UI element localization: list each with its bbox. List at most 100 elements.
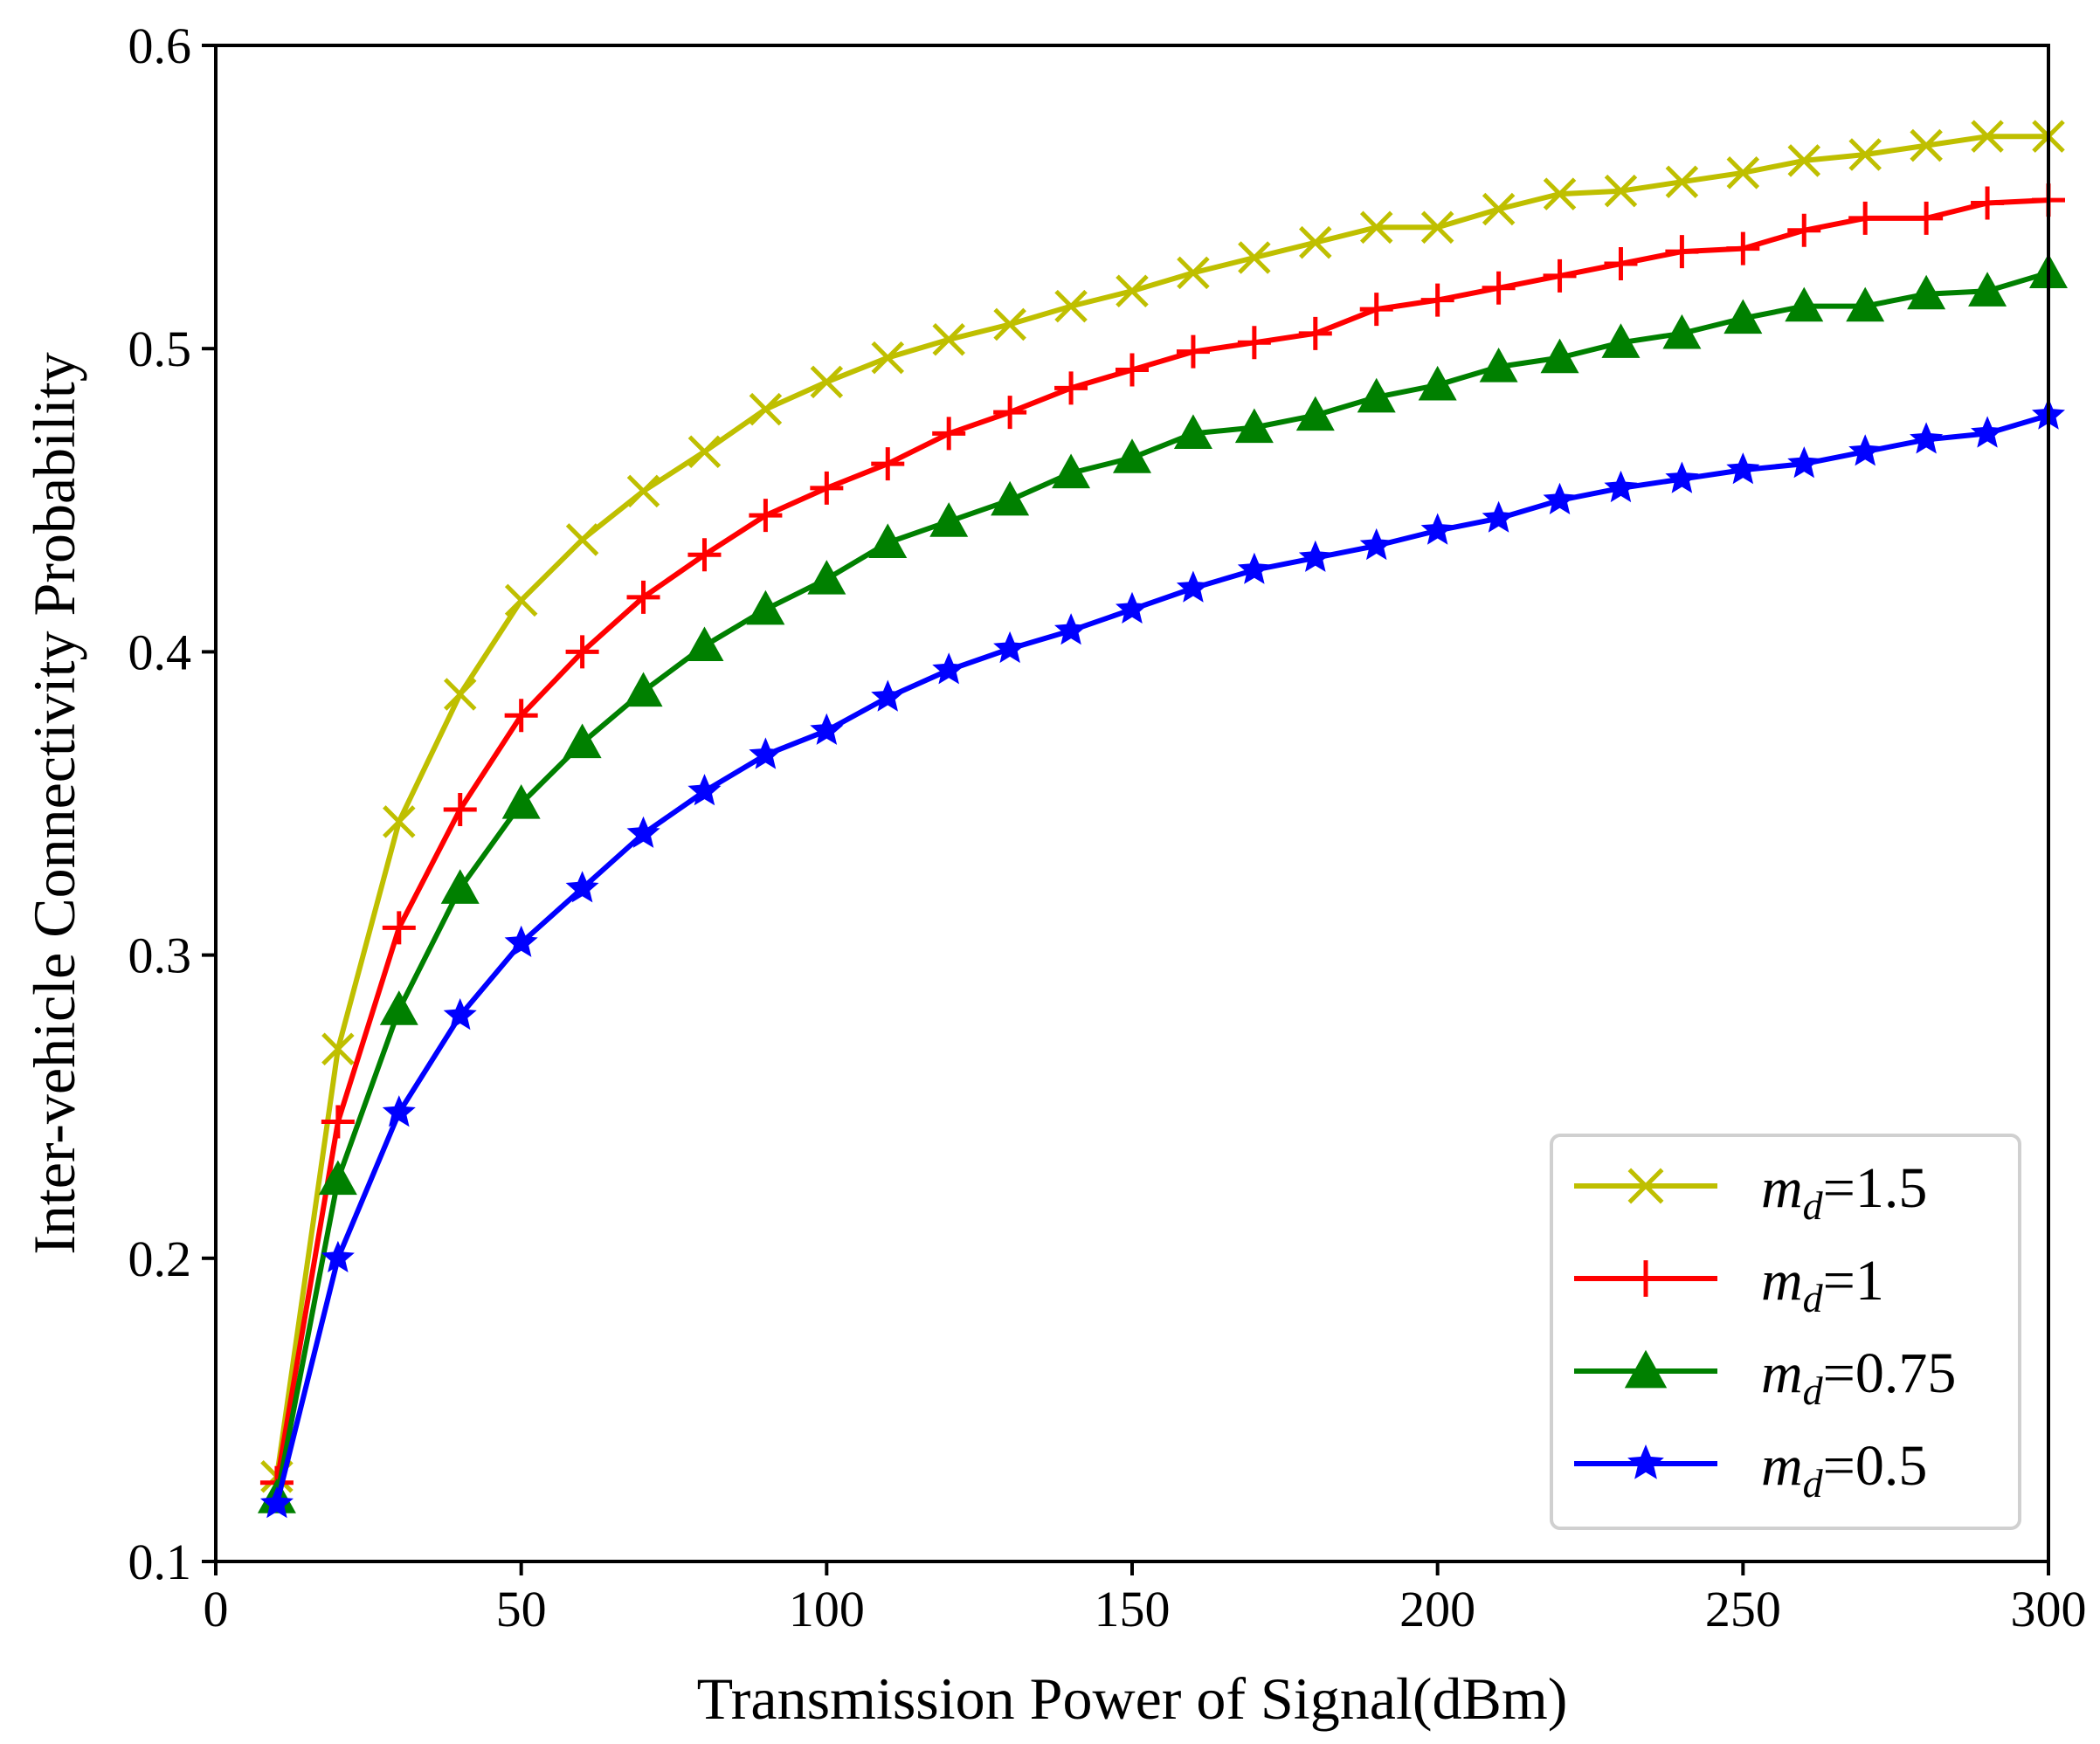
y-tick-label: 0.6	[128, 17, 192, 74]
legend-label-value: =0.75	[1823, 1341, 1957, 1405]
data-point	[1054, 289, 1088, 323]
data-point	[1971, 186, 2005, 220]
data-point	[1787, 213, 1821, 247]
data-point	[1724, 299, 1763, 334]
data-point	[1237, 552, 1271, 584]
data-point	[1848, 138, 1882, 171]
data-point	[1420, 283, 1454, 317]
legend-label: md=1.5	[1761, 1156, 1927, 1228]
legend-swatch-marker	[1624, 1349, 1668, 1389]
data-point	[626, 580, 660, 614]
data-point	[1054, 613, 1088, 645]
data-point	[382, 911, 416, 945]
data-point	[1604, 470, 1638, 503]
data-point	[1971, 120, 2004, 153]
data-point	[1604, 246, 1638, 280]
data-point	[1662, 314, 1702, 349]
data-point	[1604, 174, 1638, 208]
data-point	[1116, 353, 1149, 387]
data-point	[993, 307, 1026, 341]
legend-label: md=1	[1761, 1249, 1884, 1320]
legend-label-var: m	[1761, 1434, 1803, 1498]
data-point	[1116, 274, 1149, 307]
data-point	[810, 713, 844, 745]
data-point	[1295, 396, 1335, 431]
data-point	[1298, 540, 1332, 572]
series-layer	[257, 120, 2068, 1519]
y-tick-label: 0.4	[128, 624, 192, 680]
data-point	[443, 998, 477, 1031]
data-point	[321, 1240, 355, 1272]
legend-swatch-marker	[1627, 1168, 1664, 1204]
data-point	[1848, 434, 1882, 466]
data-point	[1173, 414, 1212, 450]
data-point	[383, 805, 416, 838]
x-tick-label: 250	[1705, 1581, 1781, 1637]
data-point	[1910, 422, 1944, 454]
data-point	[1787, 446, 1821, 479]
data-point	[749, 499, 783, 533]
data-point	[1420, 513, 1454, 545]
data-point	[382, 1095, 416, 1127]
data-point	[1482, 500, 1516, 533]
legend-entry: md=0.75	[1574, 1341, 1956, 1413]
data-point	[443, 678, 477, 711]
data-point	[871, 679, 905, 712]
series-1	[259, 183, 2065, 1499]
data-point	[379, 990, 418, 1025]
y-tick-label: 0.5	[128, 321, 192, 377]
data-point	[565, 871, 599, 903]
data-point	[1054, 371, 1088, 405]
data-point	[443, 792, 477, 826]
legend-label-var: m	[1761, 1156, 1803, 1220]
x-tick-label: 300	[2011, 1581, 2087, 1637]
data-point	[504, 583, 538, 617]
data-point	[1420, 210, 1454, 245]
data-point	[1052, 453, 1091, 489]
legend-label-var: m	[1761, 1249, 1803, 1313]
data-point	[810, 471, 844, 505]
legend-swatch-marker	[1627, 1444, 1664, 1479]
data-point	[1238, 241, 1271, 274]
data-point	[1968, 272, 2007, 307]
data-point	[318, 1160, 357, 1196]
data-point	[1299, 225, 1332, 259]
data-point	[932, 323, 965, 356]
data-point	[321, 1032, 355, 1065]
data-point	[871, 341, 905, 375]
x-axis-title: Transmission Power of Signal(dBm)	[697, 1665, 1568, 1732]
data-point	[1176, 334, 1210, 369]
data-point	[746, 589, 785, 625]
data-point	[626, 474, 660, 508]
data-point	[687, 435, 722, 469]
data-point	[993, 631, 1027, 664]
data-point	[1665, 165, 1699, 199]
data-point	[1359, 293, 1393, 327]
data-point	[1540, 338, 1579, 374]
data-point	[1971, 416, 2005, 448]
legend-swatch-marker	[1627, 1260, 1664, 1297]
legend-entry: md=1.5	[1574, 1156, 1927, 1228]
legend-label-sub: d	[1803, 1276, 1824, 1320]
data-point	[1234, 408, 1274, 444]
legend-label-sub: d	[1803, 1368, 1824, 1413]
data-point	[1785, 286, 1824, 322]
data-point	[1482, 192, 1516, 226]
series-0	[260, 120, 2065, 1493]
data-point	[1298, 316, 1332, 350]
data-point	[321, 1105, 355, 1139]
data-point	[1357, 377, 1396, 413]
data-point	[1543, 258, 1577, 293]
data-point	[563, 723, 602, 759]
data-point	[1543, 177, 1577, 210]
data-point	[1665, 235, 1699, 269]
data-point	[749, 392, 783, 426]
data-point	[440, 869, 480, 904]
series-2	[257, 253, 2068, 1513]
data-point	[868, 523, 908, 559]
data-point	[1726, 156, 1760, 190]
data-point	[1601, 323, 1641, 358]
legend-label-value: =0.5	[1823, 1434, 1928, 1498]
